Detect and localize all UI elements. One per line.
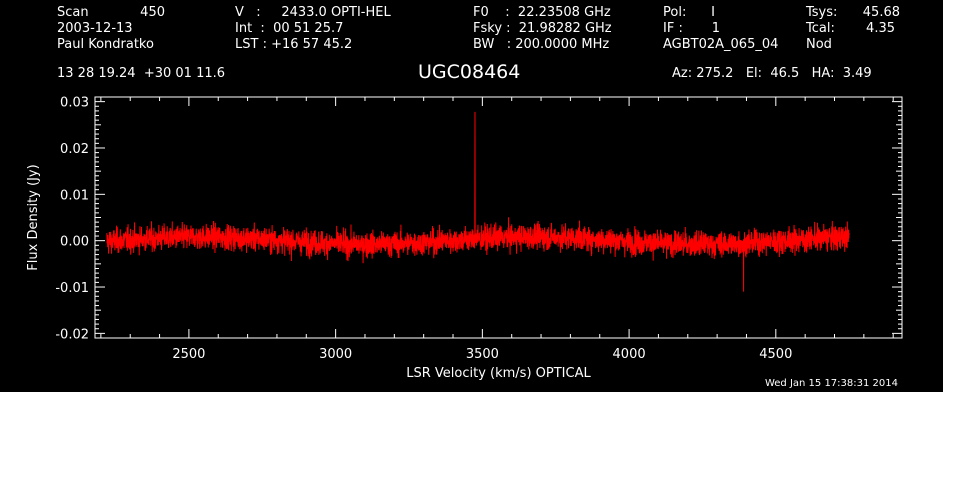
az-el-ha: Az: 275.2 El: 46.5 HA: 3.49 xyxy=(672,66,872,81)
tsys-value: 45.68 xyxy=(862,5,900,20)
lst-info: LST : +16 57 45.2 xyxy=(235,37,353,52)
observer-name: Paul Kondratko xyxy=(57,37,154,52)
spectrum-panel: Scan 450 2003-12-13 Paul Kondratko V : 2… xyxy=(0,0,943,392)
chart-title: UGC08464 xyxy=(418,61,521,83)
bandwidth: BW : 200.0000 MHz xyxy=(473,37,610,52)
x-tick-label: 2500 xyxy=(172,347,205,362)
timestamp: Wed Jan 15 17:38:31 2014 xyxy=(764,378,898,389)
polarization: Pol: I xyxy=(663,5,715,20)
spectrum-plot: 2500 3000 3500 4000 4500 -0.02 -0.01 0.00 0.01 0.… xyxy=(26,96,903,381)
if-number: IF : 1 xyxy=(663,21,721,36)
tsys-label: Tsys: xyxy=(806,5,838,20)
y-tick-label: 0.02 xyxy=(60,142,89,157)
x-tick-label: 3000 xyxy=(319,347,352,362)
plot-frame xyxy=(94,96,903,339)
rest-frequency: F0 : 22.23508 GHz xyxy=(473,5,611,20)
nod-mode: Nod xyxy=(806,37,832,52)
y-tick-label: 0.01 xyxy=(60,188,89,203)
integration-time: Int : 00 51 25.7 xyxy=(235,21,344,36)
x-tick-label: 4000 xyxy=(613,347,646,362)
source-coordinates: 13 28 19.24 +30 01 11.6 xyxy=(57,66,226,81)
y-tick-label: -0.02 xyxy=(55,327,89,342)
x-tick-label: 3500 xyxy=(466,347,499,362)
x-axis-label: LSR Velocity (km/s) OPTICAL xyxy=(406,366,591,381)
velocity-info: V : 2433.0 OPTI-HEL xyxy=(235,5,391,20)
y-tick-label: 0.03 xyxy=(60,96,89,111)
y-axis-label: Flux Density (Jy) xyxy=(26,164,41,270)
y-tick-label: 0.00 xyxy=(60,235,89,250)
tcal-value: 4.35 xyxy=(866,21,895,36)
y-tick-label: -0.01 xyxy=(55,281,89,296)
scan-label: Scan xyxy=(57,5,89,20)
spectrum-trace xyxy=(106,111,850,292)
sky-frequency: Fsky : 21.98282 GHz xyxy=(473,21,612,36)
project-id: AGBT02A_065_04 xyxy=(663,37,779,52)
observation-date: 2003-12-13 xyxy=(57,21,133,36)
x-tick-label: 4500 xyxy=(759,347,792,362)
tcal-label: Tcal: xyxy=(806,21,835,36)
scan-number: 450 xyxy=(140,5,165,20)
